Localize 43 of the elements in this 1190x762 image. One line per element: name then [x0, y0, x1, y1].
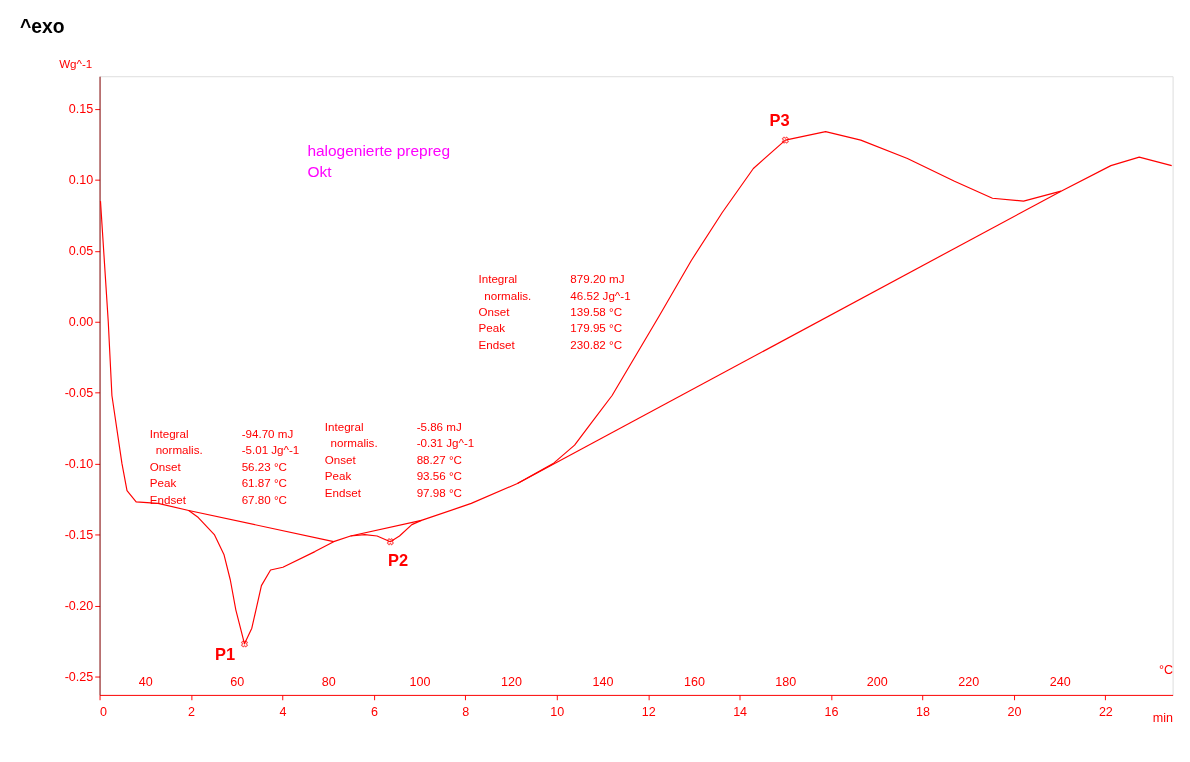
text: Integral -5.86 mJ normalis. -0.31 Jg^-1 Onset 88.27 °C Peak 93.56 °C Endset 97.98 °C [324, 420, 475, 499]
x2-tick-label: 180 [775, 674, 797, 689]
x2-tick-label: 60 [230, 674, 245, 689]
text: Integral -94.70 mJ normalis. -5.01 Jg^-1 Onset 56.23 °C Peak 61.87 °C Endset 67.80 °C [149, 426, 300, 506]
y-tick-label: -0.05 [64, 386, 94, 401]
chart-title: ^exo [20, 15, 65, 37]
y-tick-label: -0.25 [64, 669, 94, 684]
x-tick-label: 2 [188, 704, 195, 719]
y-axis-title: Wg^-1 [59, 57, 93, 71]
y-tick-label: 0.15 [68, 102, 94, 117]
x-tick-label: 0 [100, 704, 108, 719]
x2-tick-label: 200 [866, 674, 888, 689]
x-tick-label: 16 [824, 704, 839, 719]
x-tick-label: 12 [641, 704, 656, 719]
x-tick-label: 18 [916, 704, 930, 719]
x2-tick-label: 100 [409, 674, 431, 689]
x2-tick-label: 160 [683, 674, 705, 689]
x-axis-title: min [1152, 711, 1174, 726]
y-tick-label: -0.10 [64, 456, 94, 471]
y-tick-label: 0.10 [68, 173, 94, 188]
x-tick-label: 4 [279, 704, 287, 719]
text: Integral 879.20 mJ normalis. 46.52 Jg^-1 Onset 139.58 °C Peak 179.95 °C Endset 230.82 °C [478, 272, 631, 351]
annotation: P3 [769, 110, 790, 129]
x2-tick-label: 120 [501, 674, 523, 689]
y-tick-label: 0.00 [68, 315, 94, 330]
x-tick-label: 6 [370, 704, 378, 719]
x2-tick-label: 140 [592, 674, 614, 689]
x-tick-label: 10 [550, 704, 565, 719]
annotation: P2 [388, 550, 409, 569]
x-tick-label: 20 [1007, 704, 1022, 719]
x-tick-label: 8 [462, 704, 470, 719]
x-tick-label: 14 [733, 704, 748, 719]
y-tick-label: -0.20 [64, 598, 94, 613]
x-tick-label: 22 [1098, 704, 1113, 719]
y-tick-label: 0.05 [68, 244, 94, 259]
annotation: halogenierte prepreg Okt [307, 142, 451, 180]
x2-tick-label: 220 [958, 674, 980, 689]
x2-tick-label: 40 [138, 674, 153, 689]
x2-tick-label: 80 [321, 674, 336, 689]
annotation: P1 [215, 645, 236, 664]
x2-axis-title: °C [1158, 663, 1174, 678]
x2-tick-label: 240 [1049, 674, 1071, 689]
y-tick-label: -0.15 [64, 527, 94, 542]
